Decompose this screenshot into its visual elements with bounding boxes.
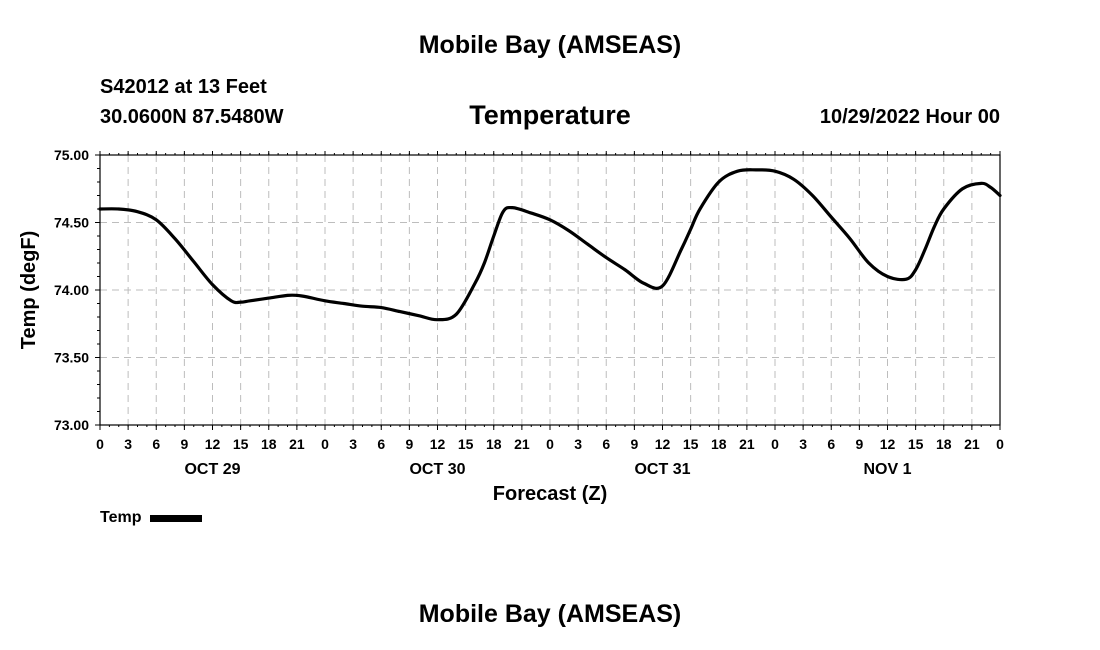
x-tick-label: 6 bbox=[827, 436, 835, 452]
x-tick-label: 12 bbox=[880, 436, 896, 452]
x-tick-label: 12 bbox=[205, 436, 221, 452]
forecast-time: 10/29/2022 Hour 00 bbox=[819, 106, 1000, 128]
x-tick-label: 15 bbox=[233, 436, 249, 452]
legend-label-temp: Temp bbox=[100, 509, 142, 526]
x-tick-label: 9 bbox=[405, 436, 413, 452]
main-title: Mobile Bay (AMSEAS) bbox=[418, 31, 682, 59]
x-day-label: OCT 29 bbox=[184, 461, 240, 478]
x-day-label: NOV 1 bbox=[863, 461, 911, 478]
footer-title: Mobile Bay (AMSEAS) bbox=[418, 600, 682, 628]
y-tick-label: 74.00 bbox=[54, 282, 89, 298]
x-tick-label: 6 bbox=[377, 436, 385, 452]
x-tick-label: 15 bbox=[908, 436, 924, 452]
x-day-label: OCT 30 bbox=[409, 461, 465, 478]
x-tick-label: 0 bbox=[321, 436, 329, 452]
series-layer bbox=[98, 168, 1002, 322]
x-axis-ticks: 0 3 6 9 12 15 18 21 0 3 6 9 12 15 18 21 0 3 6 9 12 15 18 21 0 3 6 9… bbox=[96, 151, 1004, 478]
x-tick-label: 21 bbox=[289, 436, 305, 452]
legend: Temp bbox=[100, 509, 203, 527]
x-tick-label: 18 bbox=[486, 436, 502, 452]
x-tick-label: 21 bbox=[964, 436, 980, 452]
x-tick-label: 21 bbox=[739, 436, 755, 452]
y-tick-label: 73.00 bbox=[54, 417, 89, 433]
chart-title: Temperature bbox=[469, 100, 631, 130]
x-tick-label: 6 bbox=[602, 436, 610, 452]
y-tick-label: 73.50 bbox=[54, 350, 89, 366]
x-tick-label: 0 bbox=[771, 436, 779, 452]
x-axis-label: Forecast (Z) bbox=[493, 483, 607, 505]
x-day-label: OCT 31 bbox=[634, 461, 690, 478]
x-tick-label: 18 bbox=[711, 436, 727, 452]
x-tick-label: 9 bbox=[855, 436, 863, 452]
station-label: S42012 at 13 Feet bbox=[100, 76, 267, 98]
station-coordinates: 30.0600N 87.5480W bbox=[100, 106, 284, 128]
x-tick-label: 21 bbox=[514, 436, 530, 452]
y-tick-label: 74.50 bbox=[54, 215, 89, 231]
chart-gridlines bbox=[100, 154, 1000, 426]
x-tick-label: 12 bbox=[430, 436, 446, 452]
x-tick-label: 0 bbox=[996, 436, 1004, 452]
x-tick-label: 18 bbox=[261, 436, 277, 452]
x-tick-label: 3 bbox=[124, 436, 132, 452]
x-tick-label: 9 bbox=[180, 436, 188, 452]
x-tick-label: 0 bbox=[546, 436, 554, 452]
x-tick-label: 9 bbox=[630, 436, 638, 452]
y-axis-label: Temp (degF) bbox=[18, 231, 40, 350]
x-tick-label: 12 bbox=[655, 436, 671, 452]
x-tick-label: 6 bbox=[152, 436, 160, 452]
legend-swatch-temp bbox=[150, 514, 203, 522]
series-line-temp bbox=[98, 168, 1002, 322]
x-tick-label: 3 bbox=[574, 436, 582, 452]
y-axis-ticks: 73.00 73.50 74.00 74.50 75.00 bbox=[54, 147, 100, 433]
x-tick-label: 15 bbox=[458, 436, 474, 452]
x-tick-label: 15 bbox=[683, 436, 699, 452]
x-tick-label: 3 bbox=[349, 436, 357, 452]
x-tick-label: 0 bbox=[96, 436, 104, 452]
y-tick-label: 75.00 bbox=[54, 147, 89, 163]
x-tick-label: 3 bbox=[799, 436, 807, 452]
x-tick-label: 18 bbox=[936, 436, 952, 452]
